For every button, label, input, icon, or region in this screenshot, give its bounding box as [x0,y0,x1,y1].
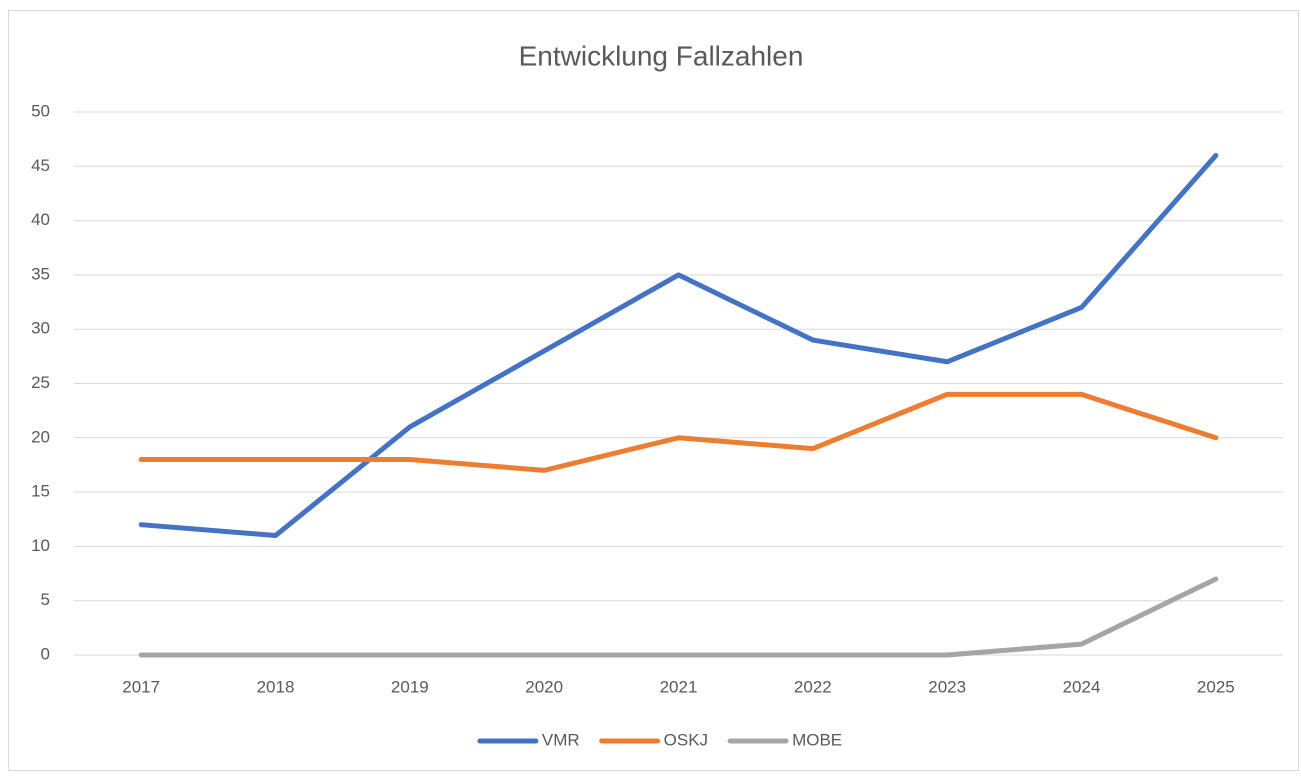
y-tick-label: 30 [31,319,50,338]
y-tick-label: 50 [31,101,50,120]
x-tick-label: 2025 [1197,677,1235,696]
y-tick-label: 15 [31,482,50,501]
chart-title: Entwicklung Fallzahlen [519,40,804,71]
x-tick-label: 2017 [122,677,160,696]
y-tick-label: 20 [31,427,50,446]
y-tick-label: 25 [31,373,50,392]
legend-label: MOBE [792,730,842,749]
x-tick-label: 2022 [794,677,832,696]
y-tick-label: 45 [31,156,50,175]
data-line [138,576,1219,658]
x-tick-label: 2019 [391,677,429,696]
y-tick-label: 5 [41,590,50,609]
y-tick-label: 0 [41,644,50,663]
data-line [138,391,1219,473]
data-line [138,152,1219,539]
x-tick-label: 2020 [525,677,563,696]
y-tick-label: 10 [31,536,50,555]
x-tick-label: 2018 [257,677,295,696]
y-tick-label: 40 [31,210,50,229]
x-tick-label: 2021 [660,677,698,696]
y-tick-label: 35 [31,264,50,283]
legend-label: VMR [542,730,580,749]
legend-label: OSKJ [664,730,708,749]
x-tick-label: 2024 [1063,677,1101,696]
x-tick-label: 2023 [928,677,966,696]
